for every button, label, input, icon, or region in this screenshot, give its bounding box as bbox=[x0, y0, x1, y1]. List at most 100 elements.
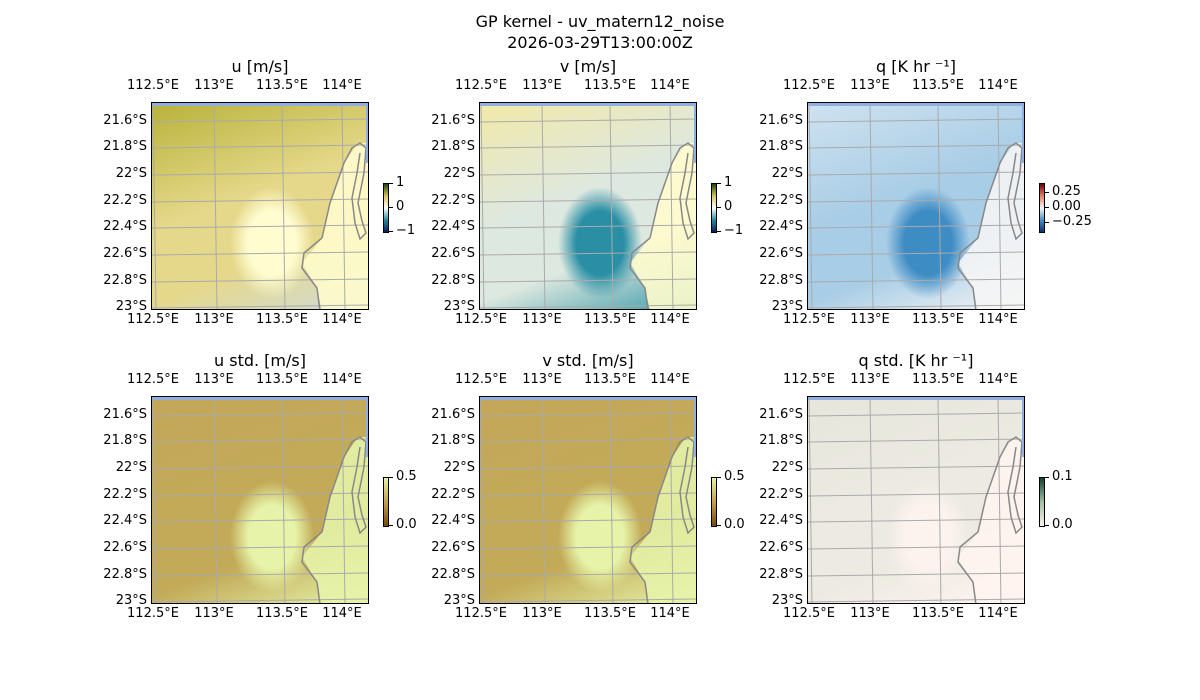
lat-tick-label: 22.8°S bbox=[103, 273, 147, 288]
panel-title: v [m/s] bbox=[559, 57, 617, 76]
gridline-lon bbox=[341, 103, 346, 309]
gridline-lon bbox=[669, 103, 674, 309]
lat-tick-label: 23°S bbox=[443, 299, 475, 314]
lon-tick-label: 113°E bbox=[522, 312, 562, 327]
gridline-lon bbox=[281, 103, 286, 309]
gridline-lat bbox=[808, 171, 1024, 176]
gridline-lat bbox=[808, 144, 1024, 149]
colorbar bbox=[383, 477, 389, 527]
lon-tick-label: 113.5°E bbox=[256, 312, 308, 327]
lat-tick-label: 21.8°S bbox=[103, 139, 147, 154]
gridline-lat bbox=[152, 545, 368, 550]
gridline-lat bbox=[808, 224, 1024, 229]
gridline-lat bbox=[808, 545, 1024, 550]
map-axes bbox=[807, 396, 1025, 604]
colorbar bbox=[711, 477, 717, 527]
panel-title: u [m/s] bbox=[231, 57, 289, 76]
gridline-lon bbox=[152, 103, 157, 309]
gridline-lat bbox=[808, 304, 1024, 309]
colorbar-tick-label: 0.1 bbox=[1052, 469, 1073, 484]
gridline-lon bbox=[937, 397, 942, 603]
lon-tick-label: 113.5°E bbox=[256, 606, 308, 621]
ocean-edge bbox=[808, 397, 1024, 400]
colorbar-tick-label: −1 bbox=[396, 223, 416, 238]
lon-tick-label: 114°E bbox=[978, 312, 1018, 327]
gridline-lat bbox=[480, 465, 696, 470]
panel-title: q [K hr ⁻¹] bbox=[876, 57, 956, 76]
lon-tick-label: 113.5°E bbox=[912, 312, 964, 327]
lon-tick-label: 112.5°E bbox=[783, 606, 835, 621]
map-overlay bbox=[480, 397, 696, 603]
lon-tick-label: 113.5°E bbox=[584, 312, 636, 327]
lat-tick-label: 22.2°S bbox=[759, 193, 803, 208]
gridline-lat bbox=[480, 572, 696, 577]
lon-tick-label: 114°E bbox=[650, 78, 690, 93]
lat-tick-label: 21.6°S bbox=[759, 113, 803, 128]
lon-tick-label: 112.5°E bbox=[783, 372, 835, 387]
lon-tick-label: 113.5°E bbox=[584, 372, 636, 387]
gridline-lat bbox=[152, 144, 368, 149]
colorbar-tick bbox=[389, 477, 393, 478]
lon-tick-label: 112.5°E bbox=[127, 78, 179, 93]
figure-subtitle: 2026-03-29T13:00:00Z bbox=[507, 33, 693, 52]
colorbar bbox=[383, 183, 389, 233]
gridline-lat bbox=[808, 492, 1024, 497]
lon-tick-label: 113°E bbox=[522, 372, 562, 387]
lat-tick-label: 22°S bbox=[115, 166, 147, 181]
colorbar bbox=[711, 183, 717, 233]
gridline-lat bbox=[152, 518, 368, 523]
lon-tick-label: 114°E bbox=[978, 606, 1018, 621]
ocean-edge bbox=[808, 103, 1024, 106]
gridline-lat bbox=[152, 171, 368, 176]
lon-tick-label: 112.5°E bbox=[783, 312, 835, 327]
lon-tick-label: 114°E bbox=[650, 372, 690, 387]
gridline-lat bbox=[480, 545, 696, 550]
colorbar-tick bbox=[1045, 525, 1049, 526]
lon-tick-label: 113.5°E bbox=[912, 372, 964, 387]
lat-tick-label: 22.6°S bbox=[103, 246, 147, 261]
gridline-lon bbox=[609, 397, 614, 603]
land-region bbox=[630, 143, 696, 309]
gridline-lon bbox=[869, 103, 874, 309]
lat-tick-label: 22.6°S bbox=[103, 540, 147, 555]
lon-tick-label: 113.5°E bbox=[256, 78, 308, 93]
panel-title: v std. [m/s] bbox=[542, 351, 634, 370]
lat-tick-label: 22.6°S bbox=[431, 540, 475, 555]
colorbar bbox=[1039, 183, 1045, 233]
lon-tick-label: 114°E bbox=[322, 606, 362, 621]
lat-tick-label: 22.8°S bbox=[103, 567, 147, 582]
colorbar-tick bbox=[717, 477, 721, 478]
colorbar-tick bbox=[389, 231, 393, 232]
gridline-lat bbox=[808, 598, 1024, 603]
lat-tick-label: 22.8°S bbox=[431, 567, 475, 582]
colorbar-tick bbox=[1045, 477, 1049, 478]
lon-tick-label: 114°E bbox=[322, 372, 362, 387]
gridline-lon bbox=[997, 397, 1002, 603]
gridline-lon bbox=[609, 103, 614, 309]
lon-tick-label: 113°E bbox=[850, 78, 890, 93]
map-overlay bbox=[152, 397, 368, 603]
lon-tick-label: 114°E bbox=[650, 606, 690, 621]
lat-tick-label: 22.2°S bbox=[759, 487, 803, 502]
figure-title: GP kernel - uv_matern12_noise bbox=[475, 12, 725, 31]
colorbar-tick-label: 0.5 bbox=[724, 469, 745, 484]
gridline-lat bbox=[808, 412, 1024, 417]
lon-tick-label: 113.5°E bbox=[256, 372, 308, 387]
land-region bbox=[958, 143, 1024, 309]
lon-tick-label: 114°E bbox=[978, 372, 1018, 387]
colorbar-tick bbox=[717, 231, 721, 232]
gridline-lat bbox=[480, 598, 696, 603]
gridline-lat bbox=[480, 518, 696, 523]
gridline-lat bbox=[808, 572, 1024, 577]
lat-tick-label: 22.4°S bbox=[103, 513, 147, 528]
gridline-lon bbox=[480, 103, 485, 309]
ocean-edge bbox=[152, 103, 368, 106]
lon-tick-label: 112.5°E bbox=[127, 312, 179, 327]
colorbar-tick bbox=[717, 525, 721, 526]
lat-tick-label: 21.6°S bbox=[431, 407, 475, 422]
lat-tick-label: 21.8°S bbox=[759, 433, 803, 448]
gridline-lon bbox=[213, 397, 218, 603]
gridline-lat bbox=[808, 465, 1024, 470]
lat-tick-label: 22.6°S bbox=[759, 540, 803, 555]
gridline-lat bbox=[152, 572, 368, 577]
